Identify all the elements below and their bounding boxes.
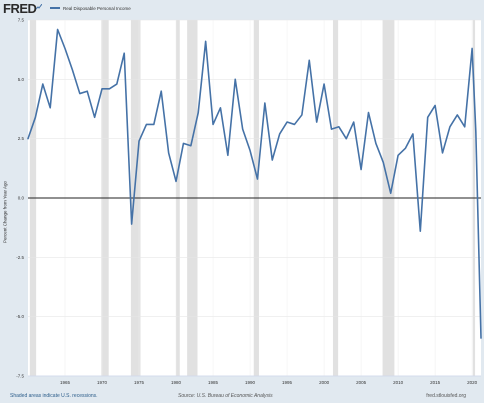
- x-tick-label: 1965: [60, 380, 71, 385]
- y-tick-label: 2.5: [18, 136, 25, 141]
- fred-logo-icon: [36, 4, 42, 10]
- chart-footer: Shaded areas indicate U.S. recessions. S…: [0, 391, 484, 403]
- chart-area[interactable]: -7.5 -5.0 -2.5 0.0 2.5 5.0 7.5 1965 1970 1975 1980…: [0, 16, 484, 390]
- source-note: Source: U.S. Bureau of Economic Analysis: [178, 393, 273, 399]
- x-tick-label: 2000: [319, 380, 330, 385]
- x-tick-label: 2010: [393, 380, 404, 385]
- x-tick-label: 2005: [356, 380, 367, 385]
- chart-header: FRED Real Disposable Personal Income: [0, 0, 484, 16]
- x-tick-label: 1995: [282, 380, 293, 385]
- legend-label: Real Disposable Personal Income: [63, 5, 131, 11]
- recession-note: Shaded areas indicate U.S. recessions.: [10, 393, 98, 399]
- x-tick-label: 1970: [97, 380, 108, 385]
- fred-logo[interactable]: FRED: [3, 1, 37, 16]
- y-axis-label: Percent Change from Year Ago: [2, 180, 8, 244]
- y-tick-label: 7.5: [18, 18, 25, 23]
- y-tick-label: 5.0: [18, 77, 25, 82]
- x-tick-label: 2020: [467, 380, 478, 385]
- x-tick-label: 1975: [134, 380, 145, 385]
- site-link[interactable]: fred.stlouisfed.org: [426, 393, 466, 399]
- y-tick-label: -5.0: [16, 314, 24, 319]
- x-tick-label: 2015: [430, 380, 441, 385]
- y-tick-label: -7.5: [16, 374, 24, 379]
- legend[interactable]: Real Disposable Personal Income: [50, 3, 131, 13]
- x-tick-label: 1990: [245, 380, 256, 385]
- legend-swatch: [50, 7, 60, 9]
- x-tick-label: 1985: [208, 380, 219, 385]
- y-tick-label: -2.5: [16, 255, 24, 260]
- line-chart[interactable]: -7.5 -5.0 -2.5 0.0 2.5 5.0 7.5 1965 1970 1975 1980…: [0, 16, 484, 390]
- y-tick-label: 0.0: [18, 196, 25, 201]
- x-tick-label: 1980: [171, 380, 182, 385]
- series-line: [27, 28, 482, 339]
